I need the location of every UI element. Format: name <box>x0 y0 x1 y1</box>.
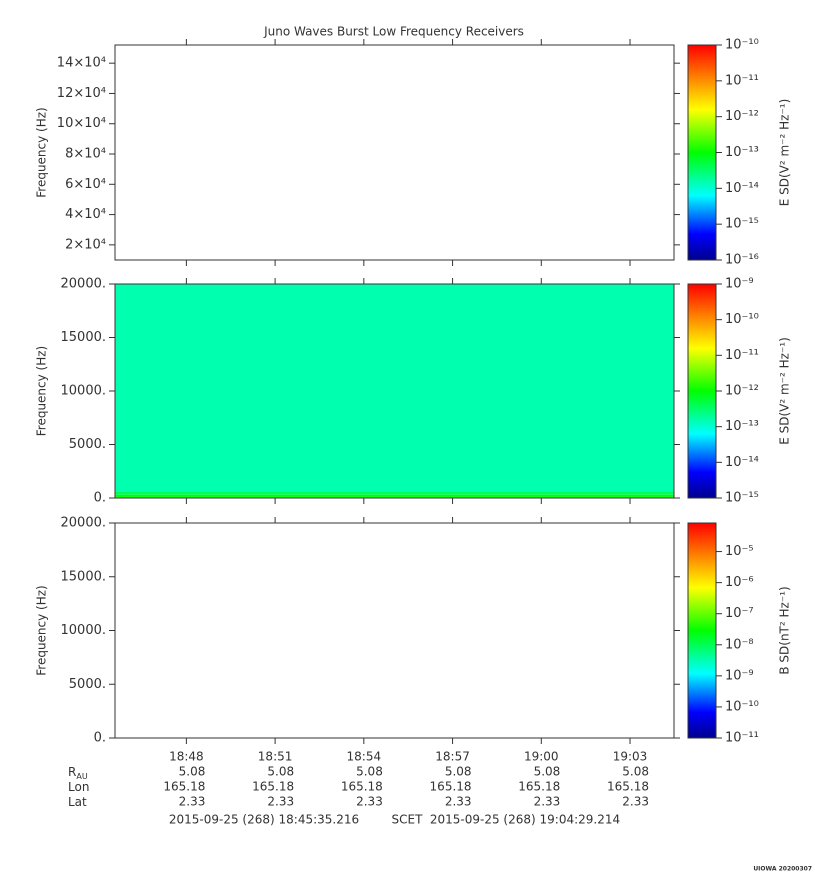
y-tick-label: 8×10⁴ <box>65 147 106 162</box>
ephemeris-label-main: Lon <box>68 780 89 794</box>
colorbar-tick-label: 10⁻⁹ <box>725 668 754 683</box>
plot-frame <box>114 44 675 261</box>
colorbar-tick-label: 10⁻⁵ <box>725 544 754 559</box>
plot-frame <box>114 522 675 739</box>
y-tick-label: 10000. <box>61 623 107 638</box>
x-tick-label: 19:03 <box>613 750 648 764</box>
y-axis-label: Frequency (Hz) <box>35 585 49 676</box>
y-tick-label: 10×10⁴ <box>57 116 106 131</box>
footer: UIOWA 20200307 <box>753 866 812 873</box>
ephemeris-value: 2.33 <box>622 795 649 809</box>
colorbar-tick-label: 10⁻¹¹ <box>725 73 759 88</box>
colorbar-label: E SD(V² m⁻² Hz⁻¹) <box>778 337 792 445</box>
y-tick-label: 20000. <box>61 516 107 531</box>
colorbar-tick-label: 10⁻⁷ <box>725 606 754 621</box>
ephemeris-value: 2.33 <box>445 795 472 809</box>
y-tick-label: 5000. <box>69 437 106 452</box>
colorbar-tick-label: 10⁻¹³ <box>725 145 759 160</box>
y-axis-label: Frequency (Hz) <box>35 107 49 198</box>
colorbar-tick-label: 10⁻¹⁰ <box>725 699 759 714</box>
colorbar-tick-label: 10⁻¹⁴ <box>725 181 759 196</box>
y-tick-label: 6×10⁴ <box>65 177 106 192</box>
x-tick-label: 18:57 <box>435 750 470 764</box>
x-tick-label: 18:48 <box>169 750 204 764</box>
ephemeris-value: 5.08 <box>267 765 294 779</box>
y-tick-label: 12×10⁴ <box>57 86 106 101</box>
spectrogram-cell <box>115 496 674 498</box>
colorbar-tick-label: 10⁻¹² <box>725 109 759 124</box>
y-axis-label: Frequency (Hz) <box>35 346 49 437</box>
ephemeris-value: 2.33 <box>534 795 561 809</box>
ephemeris-value: 165.18 <box>430 780 472 794</box>
colorbar-tick-label: 10⁻¹³ <box>725 419 759 434</box>
time-start: 2015-09-25 (268) 18:45:35.216 <box>169 813 359 827</box>
spectrogram-cell <box>115 284 674 492</box>
x-tick-label: 18:54 <box>347 750 382 764</box>
ephemeris-label-sub: AU <box>76 772 87 781</box>
colorbar-tick-label: 10⁻¹² <box>725 384 759 399</box>
colorbar <box>687 44 717 261</box>
colorbar-tick-label: 10⁻¹⁰ <box>725 312 759 327</box>
y-tick-label: 0. <box>94 731 106 746</box>
colorbar-tick-label: 10⁻¹⁴ <box>725 455 759 470</box>
colorbar-tick-label: 10⁻¹⁵ <box>725 217 759 232</box>
colorbar <box>687 522 717 739</box>
ephemeris-value: 2.33 <box>179 795 206 809</box>
y-tick-label: 14×10⁴ <box>57 56 106 71</box>
ephemeris-value: 165.18 <box>341 780 383 794</box>
y-tick-label: 0. <box>94 491 106 506</box>
ephemeris-value: 5.08 <box>356 765 383 779</box>
colorbar-label: B SD(nT² Hz⁻¹) <box>778 586 792 674</box>
ephemeris-label: RAU <box>68 765 88 781</box>
ephemeris-label: Lat <box>68 795 87 809</box>
colorbar-tick-label: 10⁻¹⁶ <box>725 253 759 268</box>
ephemeris-value: 165.18 <box>518 780 560 794</box>
y-tick-label: 2×10⁴ <box>65 237 106 252</box>
spectrogram-cell <box>115 491 674 495</box>
colorbar-label: E SD(V² m⁻² Hz⁻¹) <box>778 99 792 207</box>
colorbar-tick-label: 10⁻⁸ <box>725 637 754 652</box>
y-tick-label: 10000. <box>61 384 107 399</box>
colorbar-tick-label: 10⁻⁹ <box>725 277 754 292</box>
ephemeris-value: 5.08 <box>445 765 472 779</box>
colorbar-tick-label: 10⁻¹⁵ <box>725 491 759 506</box>
ephemeris-label: Lon <box>68 780 89 794</box>
ephemeris-value: 165.18 <box>252 780 294 794</box>
colorbar-tick-label: 10⁻⁶ <box>725 575 754 590</box>
chart-title: Juno Waves Burst Low Frequency Receivers <box>263 25 524 39</box>
ephemeris-value: 5.08 <box>622 765 649 779</box>
y-tick-label: 15000. <box>61 330 107 345</box>
ephemeris-value: 165.18 <box>163 780 205 794</box>
y-tick-label: 4×10⁴ <box>65 207 106 222</box>
colorbar-tick-label: 10⁻¹¹ <box>725 731 759 746</box>
time-system: SCET <box>392 813 424 827</box>
ephemeris-value: 5.08 <box>534 765 561 779</box>
x-tick-label: 19:00 <box>524 750 559 764</box>
colorbar <box>687 283 717 499</box>
y-tick-label: 20000. <box>61 277 107 292</box>
ephemeris-label-main: Lat <box>68 795 87 809</box>
ephemeris-label-main: R <box>68 765 76 779</box>
ephemeris-value: 2.33 <box>267 795 294 809</box>
colorbar-tick-label: 10⁻¹¹ <box>725 348 759 363</box>
x-tick-label: 18:51 <box>258 750 293 764</box>
ephemeris-value: 5.08 <box>179 765 206 779</box>
y-tick-label: 5000. <box>69 677 106 692</box>
ephemeris-value: 2.33 <box>356 795 383 809</box>
spectrogram-cell <box>115 494 674 497</box>
time-end: 2015-09-25 (268) 19:04:29.214 <box>430 813 620 827</box>
y-tick-label: 15000. <box>61 569 107 584</box>
ephemeris-value: 165.18 <box>607 780 649 794</box>
colorbar-tick-label: 10⁻¹⁰ <box>725 38 759 53</box>
